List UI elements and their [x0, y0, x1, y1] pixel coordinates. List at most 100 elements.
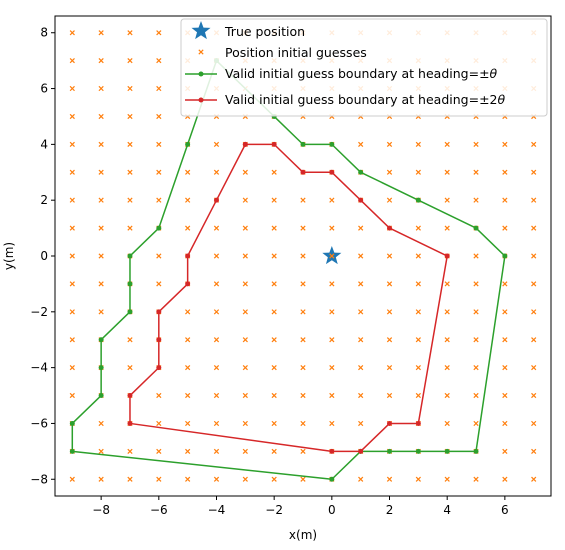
guess-marker	[98, 448, 104, 454]
guess-marker	[358, 365, 364, 371]
guess-marker	[69, 476, 75, 482]
guess-marker	[98, 58, 104, 64]
guess-marker	[415, 253, 421, 259]
guess-marker	[242, 420, 248, 427]
legend-guess-cross	[198, 49, 204, 55]
guess-marker	[213, 365, 220, 371]
guess-marker	[300, 309, 306, 315]
guess-marker	[300, 337, 306, 343]
guess-marker	[415, 169, 421, 175]
guess-marker	[156, 197, 162, 203]
y-tick-label: 8	[40, 26, 48, 40]
guess-marker	[415, 281, 421, 287]
guess-marker	[185, 225, 191, 231]
guess-marker	[213, 253, 220, 259]
guess-marker	[502, 225, 508, 231]
x-tick-label: −4	[208, 503, 226, 517]
guess-marker	[415, 392, 421, 399]
guess-marker	[69, 225, 75, 231]
guess-marker	[444, 337, 450, 343]
guess-marker	[300, 448, 306, 454]
guess-marker	[386, 197, 393, 203]
guess-marker	[300, 281, 306, 287]
guess-marker	[127, 365, 133, 371]
guess-marker	[502, 197, 508, 203]
series-line-2	[129, 143, 448, 453]
guess-marker	[531, 197, 537, 203]
guess-marker	[156, 169, 162, 175]
legend-marker-boundary-1	[198, 71, 204, 77]
guess-marker	[473, 281, 479, 287]
x-tick-label: 2	[386, 503, 394, 517]
guess-marker	[156, 420, 162, 427]
guess-marker	[213, 448, 220, 454]
guess-marker	[531, 365, 537, 371]
series-point-2	[329, 448, 335, 454]
guess-marker	[444, 476, 450, 482]
guess-marker	[156, 85, 162, 92]
guess-marker	[444, 365, 450, 371]
guess-marker	[213, 281, 220, 287]
guess-marker	[69, 253, 75, 259]
guess-marker	[127, 169, 133, 175]
guess-marker	[69, 141, 75, 147]
guess-marker	[444, 225, 450, 231]
guess-marker	[358, 420, 364, 427]
legend-star-marker	[191, 21, 211, 40]
guess-marker	[185, 337, 191, 343]
series-point-1	[358, 169, 364, 175]
series-point-2	[185, 253, 191, 259]
guess-marker	[69, 30, 75, 36]
guess-marker	[329, 392, 335, 399]
guess-marker	[213, 392, 220, 399]
guess-marker	[473, 476, 479, 482]
series-point-1	[329, 141, 335, 147]
series-layer	[69, 58, 508, 482]
guess-marker	[271, 365, 277, 371]
guess-marker	[386, 141, 393, 147]
series-point-1	[415, 197, 421, 203]
guess-marker	[185, 448, 191, 454]
guess-marker	[473, 253, 479, 259]
guess-marker	[300, 392, 306, 399]
guess-marker	[242, 309, 248, 315]
guess-marker	[300, 476, 306, 482]
guess-marker	[213, 420, 220, 427]
series-point-1	[127, 309, 133, 315]
guess-marker	[531, 420, 537, 427]
guess-marker	[156, 448, 162, 454]
guess-marker	[98, 253, 104, 259]
guess-marker	[329, 225, 335, 231]
guess-marker	[156, 141, 162, 147]
guess-marker	[69, 365, 75, 371]
guess-marker	[386, 365, 393, 371]
guess-marker	[271, 253, 277, 259]
guess-marker	[69, 169, 75, 175]
guess-marker	[69, 337, 75, 343]
guess-marker	[415, 225, 421, 231]
series-point-1	[69, 420, 75, 426]
legend-guess-marker	[198, 49, 204, 55]
legend-label-boundary-1: Valid initial guess boundary at heading=…	[225, 66, 498, 81]
guess-marker	[531, 253, 537, 259]
guess-marker	[502, 365, 508, 371]
legend: True position Position initial guesses V…	[180, 18, 548, 117]
guess-marker	[502, 309, 508, 315]
guess-marker	[156, 281, 162, 287]
guess-marker	[242, 337, 248, 343]
y-tick-label: 4	[40, 137, 48, 151]
guess-marker	[69, 309, 75, 315]
guess-marker	[156, 253, 162, 259]
series-point-1	[98, 393, 104, 399]
series-point-2	[415, 420, 421, 426]
guess-marker	[98, 197, 104, 203]
guess-marker	[444, 197, 450, 203]
guess-marker	[329, 281, 335, 287]
guess-marker	[213, 337, 220, 343]
series-point-1	[156, 225, 162, 231]
guess-marker	[502, 141, 508, 147]
guess-marker	[127, 58, 133, 64]
series-point-2	[358, 448, 364, 454]
guess-marker	[69, 58, 75, 64]
guess-marker	[185, 392, 191, 399]
